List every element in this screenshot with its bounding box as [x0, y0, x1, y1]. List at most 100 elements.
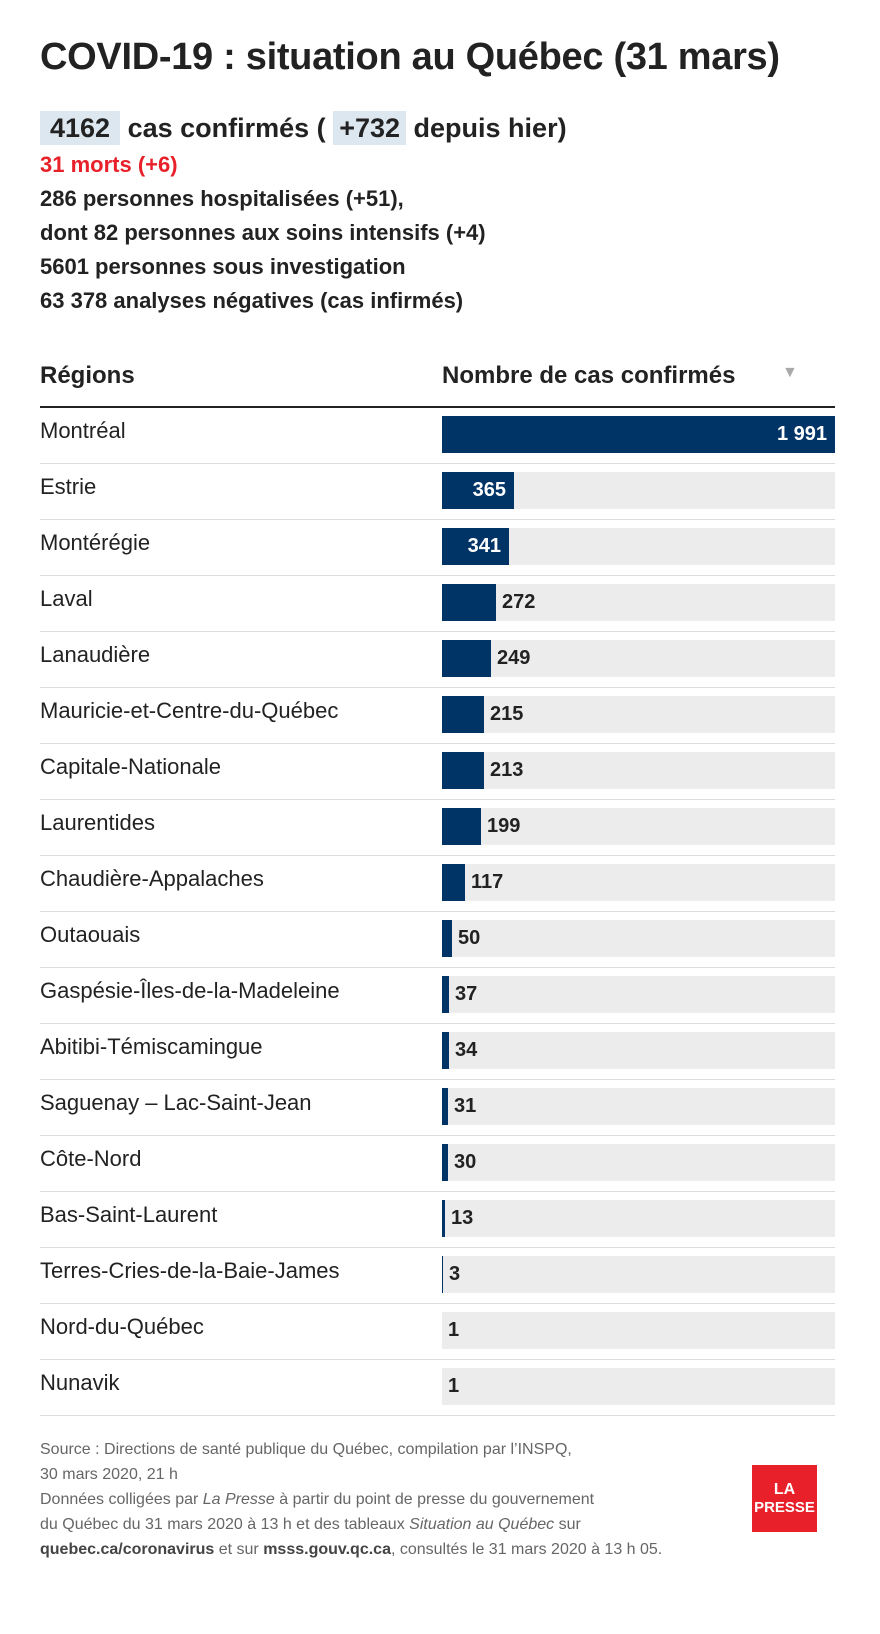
bar-value-label: 3 — [449, 1263, 461, 1285]
table-row: Abitibi-Témiscamingue 34 — [40, 1024, 835, 1080]
table-row: Mauricie-et-Centre-du-Québec 215 — [40, 688, 835, 744]
bar — [442, 584, 496, 621]
table-row: Saguenay – Lac-Saint-Jean 31 — [40, 1080, 835, 1136]
bar — [442, 1256, 443, 1293]
source-date: 30 mars 2020, 21 h — [40, 1466, 178, 1483]
credits-text: et sur — [214, 1541, 264, 1558]
quebec-link[interactable]: quebec.ca/coronavirus — [40, 1541, 215, 1558]
table-row: Terres-Cries-de-la-Baie-James 3 — [40, 1248, 835, 1304]
credits-text: à partir du point de presse du gouvernem… — [274, 1491, 595, 1508]
region-name: Montérégie — [40, 530, 151, 555]
bar — [442, 1200, 445, 1237]
bar-track: 37 — [442, 976, 835, 1013]
bar — [442, 976, 449, 1013]
region-name: Estrie — [40, 474, 97, 499]
table-body: Montréal 1 991 Estrie 365 Montérégie 341 Laval… — [40, 408, 835, 1416]
bar — [442, 808, 481, 845]
bar-track: 34 — [442, 1032, 835, 1069]
bar-value-label: 13 — [451, 1207, 474, 1229]
region-name: Saguenay – Lac-Saint-Jean — [40, 1090, 312, 1115]
bar — [442, 528, 509, 565]
source-line: Source : Directions de santé publique du… — [40, 1441, 572, 1458]
bar-value-label: 365 — [472, 479, 506, 501]
footer-notes: Source : Directions de santé publique du… — [40, 1437, 740, 1562]
bar-track: 13 — [442, 1200, 835, 1237]
region-name: Outaouais — [40, 922, 141, 947]
msss-link[interactable]: msss.gouv.qc.ca — [263, 1541, 391, 1558]
table-row: Nunavik 1 — [40, 1360, 835, 1416]
table-row: Laurentides 199 — [40, 800, 835, 856]
bar-track: 365 — [442, 472, 835, 509]
credits-text: sur — [554, 1516, 581, 1533]
bar-track: 215 — [442, 696, 835, 733]
table-row: Laval 272 — [40, 576, 835, 632]
bar-value-label: 1 — [448, 1375, 460, 1397]
bar-value-label: 37 — [455, 983, 478, 1005]
bar-track: 117 — [442, 864, 835, 901]
region-name: Nord-du-Québec — [40, 1314, 204, 1339]
negative-line: 63 378 analyses négatives (cas infirmés) — [40, 288, 464, 313]
credits-text: Données colligées par — [40, 1491, 203, 1508]
bar-value-label: 117 — [471, 871, 504, 893]
bar-track: 199 — [442, 808, 835, 845]
new-cases-count: +732 — [333, 111, 407, 145]
table-row: Chaudière-Appalaches 117 — [40, 856, 835, 912]
region-name: Abitibi-Témiscamingue — [40, 1034, 263, 1059]
bar-value-label: 30 — [454, 1151, 477, 1173]
region-column-header[interactable]: Régions — [40, 362, 135, 389]
bar-track: 31 — [442, 1088, 835, 1125]
region-name: Montréal — [40, 418, 126, 443]
bar-track: 341 — [442, 528, 835, 565]
bar-value-label: 31 — [454, 1095, 477, 1117]
bar — [442, 1144, 448, 1181]
press-name: La Presse — [202, 1491, 275, 1508]
la-presse-logo: LA PRESSE — [752, 1465, 817, 1532]
bar-value-label: 1 — [448, 1319, 460, 1341]
confirmed-count: 4162 — [40, 111, 121, 145]
confirmed-line: 4162 cas confirmés ( +732 depuis hier) — [40, 108, 567, 148]
table-row: Côte-Nord 30 — [40, 1136, 835, 1192]
region-name: Bas-Saint-Laurent — [40, 1202, 218, 1227]
icu-line: dont 82 personnes aux soins intensifs (+… — [40, 220, 486, 245]
regions-table: Régions Nombre de cas confirmés ▼ Montré… — [40, 362, 835, 1416]
report-name: Situation au Québec — [409, 1516, 555, 1533]
summary-block: 4162 cas confirmés ( +732 depuis hier) 3… — [40, 108, 567, 318]
bar-track: 1 991 — [442, 416, 835, 453]
region-name: Terres-Cries-de-la-Baie-James — [40, 1258, 340, 1283]
deaths-line: 31 morts (+6) — [40, 152, 178, 177]
region-name: Gaspésie-Îles-de-la-Madeleine — [40, 978, 340, 1003]
logo-text-bottom: PRESSE — [754, 1498, 815, 1516]
table-row: Nord-du-Québec 1 — [40, 1304, 835, 1360]
page-title: COVID-19 : situation au Québec (31 mars) — [40, 36, 780, 78]
bar — [442, 752, 484, 789]
hospitalized-line: 286 personnes hospitalisées (+51), — [40, 186, 404, 211]
table-row: Lanaudière 249 — [40, 632, 835, 688]
region-name: Chaudière-Appalaches — [40, 866, 264, 891]
table-header: Régions Nombre de cas confirmés ▼ — [40, 362, 835, 408]
region-name: Laval — [40, 586, 93, 611]
credits-line-3: quebec.ca/coronavirus et sur msss.gouv.q… — [40, 1537, 740, 1562]
bar-value-label: 249 — [497, 647, 531, 669]
bar-value-label: 341 — [467, 535, 501, 557]
credits-line-1: Données colligées par La Presse à partir… — [40, 1487, 740, 1512]
bar-value-label: 50 — [458, 927, 481, 949]
region-name: Lanaudière — [40, 642, 151, 667]
bar — [442, 472, 514, 509]
bar — [442, 696, 484, 733]
credits-line-2: du Québec du 31 mars 2020 à 13 h et des … — [40, 1512, 740, 1537]
confirmed-label: cas confirmés ( — [127, 113, 326, 143]
bar — [442, 1032, 449, 1069]
bar-track: 249 — [442, 640, 835, 677]
table-row: Montérégie 341 — [40, 520, 835, 576]
new-cases-label: depuis hier) — [413, 113, 567, 143]
count-column-header[interactable]: Nombre de cas confirmés — [442, 362, 736, 389]
bar-track: 1 — [442, 1312, 835, 1349]
logo-text-top: LA — [773, 1480, 796, 1498]
credits-text: du Québec du 31 mars 2020 à 13 h et des … — [40, 1516, 410, 1533]
sort-descending-icon[interactable]: ▼ — [782, 364, 798, 381]
bar — [442, 864, 465, 901]
region-name: Nunavik — [40, 1370, 120, 1395]
table-row: Capitale-Nationale 213 — [40, 744, 835, 800]
region-name: Laurentides — [40, 810, 155, 835]
bar-track: 3 — [442, 1256, 835, 1293]
